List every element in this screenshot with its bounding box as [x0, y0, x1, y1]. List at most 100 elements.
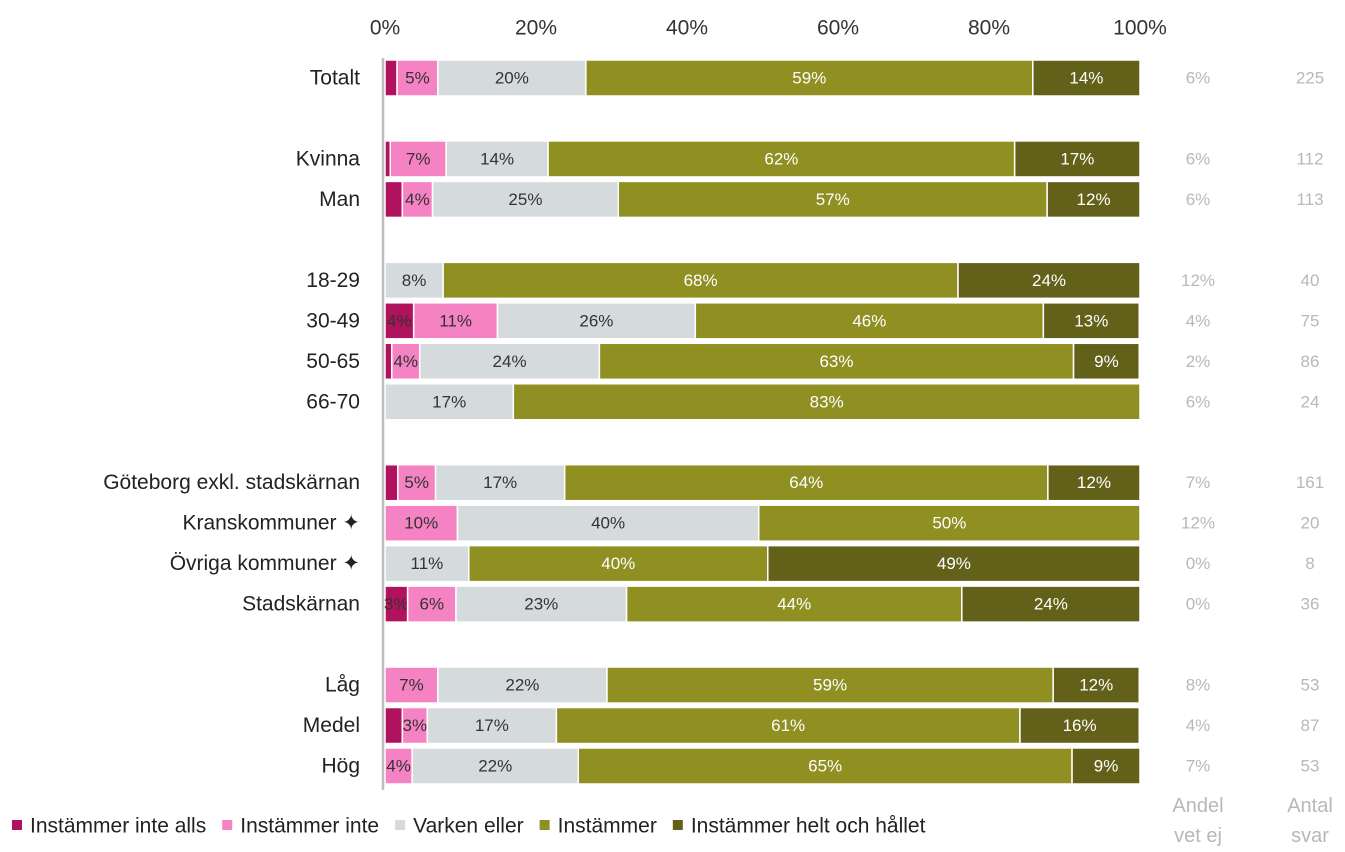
data-label: 12% [1079, 676, 1113, 695]
data-label: 24% [1032, 271, 1066, 290]
legend-marker [395, 820, 406, 830]
data-label: 59% [792, 69, 826, 88]
bar-segment [496, 302, 697, 340]
category-label: Stadskärnan [242, 593, 360, 616]
bar-segment [957, 261, 1141, 300]
data-label: 14% [1069, 69, 1103, 88]
dont-know-value: 6% [1186, 69, 1211, 88]
bar-segment [606, 666, 1054, 704]
data-label: 12% [1077, 190, 1111, 209]
data-label: 13% [1074, 311, 1108, 330]
bar-segment [396, 59, 439, 97]
data-label: 63% [819, 352, 853, 371]
data-label: 3% [384, 595, 409, 614]
data-label: 44% [777, 595, 811, 614]
x-tick-label: 80% [968, 17, 1010, 40]
category-label: Låg [325, 674, 360, 697]
data-label: 50% [932, 514, 966, 533]
responses-value: 112 [1296, 149, 1323, 168]
bar-segment [384, 463, 399, 502]
data-label: 17% [432, 392, 466, 411]
data-label: 59% [813, 676, 847, 695]
data-label: 4% [387, 311, 412, 330]
dont-know-value: 0% [1186, 554, 1211, 573]
dont-know-value: 8% [1186, 676, 1211, 695]
dont-know-value: 6% [1186, 190, 1211, 209]
bar-segment [384, 302, 415, 340]
bar-segment [384, 706, 404, 745]
bar-segment [384, 180, 404, 219]
column-header: Antal [1287, 795, 1333, 817]
dont-know-value: 6% [1186, 149, 1211, 168]
bar-segment [1072, 342, 1140, 381]
bar-segment [401, 180, 434, 219]
category-label: Hög [321, 754, 360, 777]
dont-know-value: 7% [1186, 756, 1211, 775]
bar-segment [418, 342, 601, 381]
data-label: 8% [402, 271, 427, 290]
legend-marker [672, 820, 683, 830]
data-label: 7% [406, 149, 431, 168]
bar-segment [445, 140, 549, 178]
data-label: 20% [495, 69, 529, 88]
responses-value: 75 [1301, 311, 1320, 330]
bar-segment [431, 180, 620, 219]
bar-segment [397, 463, 437, 502]
dont-know-value: 4% [1186, 716, 1211, 735]
dont-know-value: 0% [1186, 595, 1211, 614]
bar-segment [512, 383, 1141, 421]
bar-segment [547, 140, 1016, 178]
bar-segment [961, 585, 1141, 623]
dont-know-value: 12% [1181, 271, 1215, 290]
legend-marker [12, 820, 22, 830]
bar-segment [412, 302, 499, 340]
data-label: 23% [524, 595, 558, 614]
responses-value: 113 [1296, 190, 1323, 209]
bar-segment [426, 706, 558, 745]
x-tick-label: 0% [370, 17, 400, 40]
data-label: 12% [1077, 473, 1111, 492]
bar-segment [598, 342, 1075, 381]
bar-segment [1046, 180, 1141, 219]
legend-marker [539, 820, 550, 830]
data-label: 17% [475, 716, 509, 735]
bar-segment [442, 261, 959, 300]
data-label: 4% [393, 352, 418, 371]
column-header: Andel [1172, 795, 1223, 817]
data-label: 65% [808, 756, 842, 775]
data-label: 25% [508, 190, 542, 209]
bar-segment [563, 463, 1049, 502]
dont-know-value: 6% [1186, 392, 1211, 411]
responses-value: 225 [1296, 69, 1324, 88]
dont-know-value: 4% [1186, 311, 1211, 330]
responses-value: 8 [1305, 554, 1314, 573]
bar-segment [434, 463, 566, 502]
category-label: Kvinna [296, 147, 361, 170]
category-label: Medel [303, 714, 360, 737]
column-header: svar [1291, 825, 1329, 847]
bar-segment [384, 59, 398, 97]
data-label: 5% [404, 473, 429, 492]
legend-label: Instämmer inte [240, 815, 379, 838]
legend-label: Instämmer inte alls [30, 815, 206, 838]
responses-value: 53 [1301, 676, 1320, 695]
data-label: 24% [1034, 595, 1068, 614]
bar-segment [384, 342, 393, 381]
category-label: Kranskommuner ✦ [183, 512, 361, 535]
data-label: 68% [684, 271, 718, 290]
bar-segment [406, 585, 457, 623]
data-label: 10% [404, 514, 438, 533]
bar-segment [694, 302, 1045, 340]
category-label: Göteborg exkl. stadskärnan [103, 471, 360, 494]
data-label: 49% [937, 554, 971, 573]
bar-segment [767, 544, 1141, 583]
bar-segment [384, 261, 444, 300]
responses-value: 36 [1301, 595, 1320, 614]
bar-segment [468, 544, 769, 583]
bar-segment [1047, 463, 1141, 502]
data-label: 62% [764, 149, 798, 168]
data-label: 57% [816, 190, 850, 209]
data-label: 9% [1094, 352, 1119, 371]
x-tick-label: 20% [515, 17, 557, 40]
